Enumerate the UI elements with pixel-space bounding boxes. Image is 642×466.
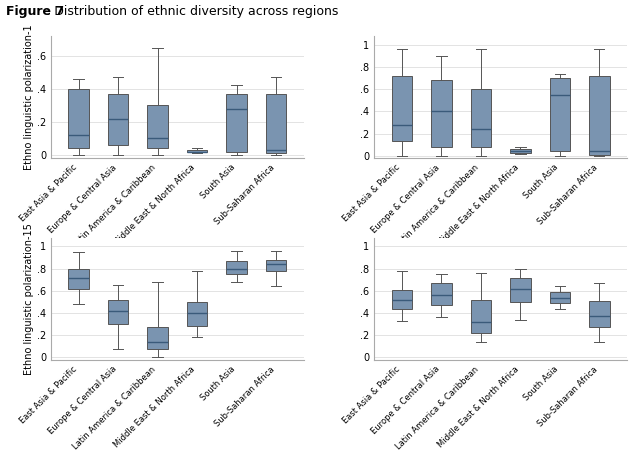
PathPatch shape [147, 105, 168, 148]
PathPatch shape [589, 76, 610, 155]
PathPatch shape [589, 301, 610, 328]
PathPatch shape [226, 261, 247, 274]
PathPatch shape [392, 290, 412, 308]
Y-axis label: Ethno linguistic polarization-1: Ethno linguistic polarization-1 [24, 24, 34, 170]
PathPatch shape [108, 94, 128, 145]
Text: Figure 7: Figure 7 [6, 5, 65, 18]
PathPatch shape [68, 268, 89, 288]
PathPatch shape [226, 94, 247, 151]
PathPatch shape [392, 76, 412, 142]
PathPatch shape [550, 292, 570, 303]
PathPatch shape [68, 89, 89, 148]
PathPatch shape [471, 300, 491, 333]
PathPatch shape [550, 78, 570, 151]
Text: : Distribution of ethnic diversity across regions: : Distribution of ethnic diversity acros… [46, 5, 338, 18]
PathPatch shape [431, 283, 452, 305]
PathPatch shape [510, 149, 531, 152]
PathPatch shape [471, 89, 491, 147]
PathPatch shape [108, 300, 128, 324]
PathPatch shape [187, 302, 207, 326]
PathPatch shape [187, 150, 207, 152]
PathPatch shape [266, 94, 286, 153]
PathPatch shape [510, 278, 531, 302]
Y-axis label: Ethno linguistic polarization-15: Ethno linguistic polarization-15 [24, 223, 34, 375]
PathPatch shape [266, 260, 286, 271]
PathPatch shape [431, 81, 452, 147]
PathPatch shape [147, 328, 168, 349]
